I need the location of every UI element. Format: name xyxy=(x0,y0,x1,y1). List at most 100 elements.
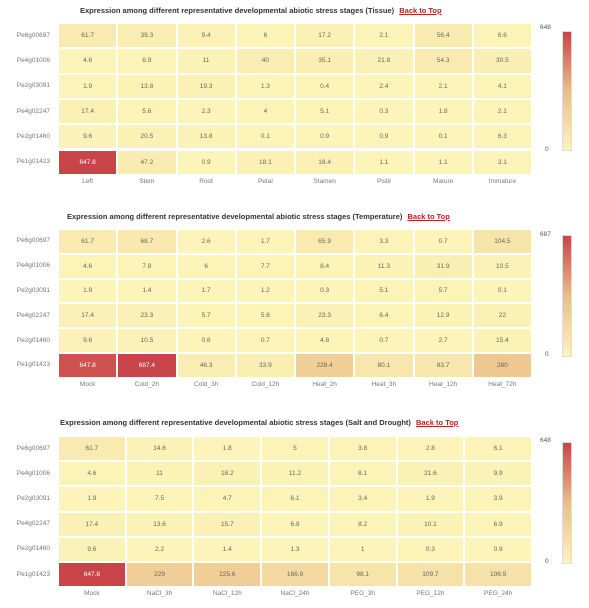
heatmap-cell[interactable]: 83.7 xyxy=(413,353,473,378)
heatmap-cell[interactable]: 0.9 xyxy=(354,124,414,150)
heatmap-cell[interactable]: 18.2 xyxy=(193,461,262,487)
heatmap-cell[interactable]: 7.7 xyxy=(235,253,295,279)
heatmap-cell[interactable]: 5.6 xyxy=(117,98,177,125)
heatmap-cell[interactable]: 0.9 xyxy=(464,536,532,562)
heatmap-cell[interactable]: 4.7 xyxy=(193,486,262,512)
heatmap-cell[interactable]: 11 xyxy=(176,48,236,74)
heatmap-cell[interactable]: 5.7 xyxy=(413,278,473,304)
heatmap-cell[interactable]: 23.3 xyxy=(295,303,355,329)
heatmap-cell[interactable]: 2.1 xyxy=(354,23,414,49)
heatmap-cell[interactable]: 9.9 xyxy=(464,461,532,487)
heatmap-cell[interactable]: 104.5 xyxy=(472,229,532,254)
heatmap-cell[interactable]: 5.7 xyxy=(176,303,236,329)
heatmap-cell[interactable]: 6.3 xyxy=(472,124,532,150)
heatmap-cell[interactable]: 20.5 xyxy=(117,124,177,150)
heatmap-cell[interactable]: 13.8 xyxy=(176,124,236,150)
heatmap-cell[interactable]: 0.9 xyxy=(176,149,236,175)
heatmap-cell[interactable]: 0.1 xyxy=(472,278,532,304)
heatmap-cell[interactable]: 15.7 xyxy=(193,511,262,537)
heatmap-cell[interactable]: 0.7 xyxy=(235,328,295,353)
heatmap-cell[interactable]: 0.6 xyxy=(176,328,236,353)
heatmap-cell[interactable]: 9.6 xyxy=(58,124,118,150)
heatmap-cell[interactable]: 1.1 xyxy=(354,149,414,175)
heatmap-cell[interactable]: 6.9 xyxy=(464,511,532,537)
heatmap-cell[interactable]: 65.9 xyxy=(295,229,355,254)
heatmap-cell[interactable]: 22 xyxy=(472,303,532,329)
heatmap-cell[interactable]: 1.3 xyxy=(235,73,295,99)
heatmap-cell[interactable]: 109.7 xyxy=(396,562,465,588)
heatmap-cell[interactable]: 47.2 xyxy=(117,149,177,175)
heatmap-cell[interactable]: 3.4 xyxy=(328,486,397,512)
heatmap-cell[interactable]: 3.3 xyxy=(354,229,414,254)
heatmap-cell[interactable]: 17.4 xyxy=(58,511,126,537)
heatmap-cell[interactable]: 1.9 xyxy=(396,486,465,512)
heatmap-cell[interactable]: 0.3 xyxy=(396,536,465,562)
heatmap-cell[interactable]: 13.6 xyxy=(125,511,194,537)
heatmap-cell[interactable]: 17.4 xyxy=(58,98,118,125)
heatmap-cell[interactable]: 46.3 xyxy=(176,353,236,378)
heatmap-cell[interactable]: 9.6 xyxy=(58,536,126,562)
heatmap-cell[interactable]: 1.4 xyxy=(117,278,177,304)
heatmap-cell[interactable]: 15.4 xyxy=(472,328,532,353)
heatmap-cell[interactable]: 4.6 xyxy=(58,461,126,487)
heatmap-cell[interactable]: 225.6 xyxy=(193,562,262,588)
heatmap-cell[interactable]: 0.4 xyxy=(295,73,355,99)
heatmap-cell[interactable]: 6.4 xyxy=(354,303,414,329)
heatmap-cell[interactable]: 1.9 xyxy=(58,486,126,512)
heatmap-cell[interactable]: 647.8 xyxy=(58,562,126,588)
heatmap-cell[interactable]: 61.7 xyxy=(58,23,118,49)
heatmap-cell[interactable]: 2.8 xyxy=(396,436,465,462)
heatmap-cell[interactable]: 6.6 xyxy=(472,23,532,49)
heatmap-cell[interactable]: 1.2 xyxy=(235,278,295,304)
heatmap-cell[interactable]: 80.1 xyxy=(354,353,414,378)
heatmap-cell[interactable]: 9.4 xyxy=(176,23,236,49)
heatmap-cell[interactable]: 228.4 xyxy=(295,353,355,378)
heatmap-cell[interactable]: 6.1 xyxy=(464,436,532,462)
heatmap-cell[interactable]: 3.9 xyxy=(464,486,532,512)
heatmap-cell[interactable]: 17.4 xyxy=(58,303,118,329)
heatmap-cell[interactable]: 1 xyxy=(328,536,397,562)
back-to-top-link[interactable]: Back to Top xyxy=(399,6,442,15)
heatmap-cell[interactable]: 647.8 xyxy=(58,353,118,378)
heatmap-cell[interactable]: 4 xyxy=(235,98,295,125)
heatmap-cell[interactable]: 1.8 xyxy=(193,436,262,462)
heatmap-cell[interactable]: 21.6 xyxy=(396,461,465,487)
heatmap-cell[interactable]: 8.4 xyxy=(295,253,355,279)
heatmap-cell[interactable]: 31.9 xyxy=(413,253,473,279)
heatmap-cell[interactable]: 5.1 xyxy=(354,278,414,304)
heatmap-cell[interactable]: 61.7 xyxy=(58,229,118,254)
heatmap-cell[interactable]: 166.9 xyxy=(261,562,329,588)
heatmap-cell[interactable]: 11 xyxy=(125,461,194,487)
back-to-top-link[interactable]: Back to Top xyxy=(407,212,450,221)
back-to-top-link[interactable]: Back to Top xyxy=(416,418,459,427)
heatmap-cell[interactable]: 56.4 xyxy=(413,23,473,49)
heatmap-cell[interactable]: 13.8 xyxy=(117,73,177,99)
heatmap-cell[interactable]: 40 xyxy=(235,48,295,74)
heatmap-cell[interactable]: 1.9 xyxy=(58,278,118,304)
heatmap-cell[interactable]: 35.1 xyxy=(295,48,355,74)
heatmap-cell[interactable]: 0.9 xyxy=(295,124,355,150)
heatmap-cell[interactable]: 3.8 xyxy=(328,436,397,462)
heatmap-cell[interactable]: 3.1 xyxy=(472,149,532,175)
heatmap-cell[interactable]: 6.9 xyxy=(117,48,177,74)
heatmap-cell[interactable]: 17.2 xyxy=(295,23,355,49)
heatmap-cell[interactable]: 2.3 xyxy=(176,98,236,125)
heatmap-cell[interactable]: 6.9 xyxy=(261,511,329,537)
heatmap-cell[interactable]: 1.3 xyxy=(261,536,329,562)
heatmap-cell[interactable]: 1.9 xyxy=(58,73,118,99)
heatmap-cell[interactable]: 54.3 xyxy=(413,48,473,74)
heatmap-cell[interactable]: 2.1 xyxy=(413,73,473,99)
heatmap-cell[interactable]: 0.3 xyxy=(354,98,414,125)
heatmap-cell[interactable]: 9.6 xyxy=(58,328,118,353)
heatmap-cell[interactable]: 8.2 xyxy=(328,511,397,537)
heatmap-cell[interactable]: 1.7 xyxy=(176,278,236,304)
heatmap-cell[interactable]: 1.7 xyxy=(235,229,295,254)
heatmap-cell[interactable]: 18.4 xyxy=(295,149,355,175)
heatmap-cell[interactable]: 11.2 xyxy=(261,461,329,487)
heatmap-cell[interactable]: 4.8 xyxy=(295,328,355,353)
heatmap-cell[interactable]: 7.5 xyxy=(125,486,194,512)
heatmap-cell[interactable]: 280 xyxy=(472,353,532,378)
heatmap-cell[interactable]: 4.1 xyxy=(472,73,532,99)
heatmap-cell[interactable]: 6 xyxy=(235,23,295,49)
heatmap-cell[interactable]: 21.8 xyxy=(354,48,414,74)
